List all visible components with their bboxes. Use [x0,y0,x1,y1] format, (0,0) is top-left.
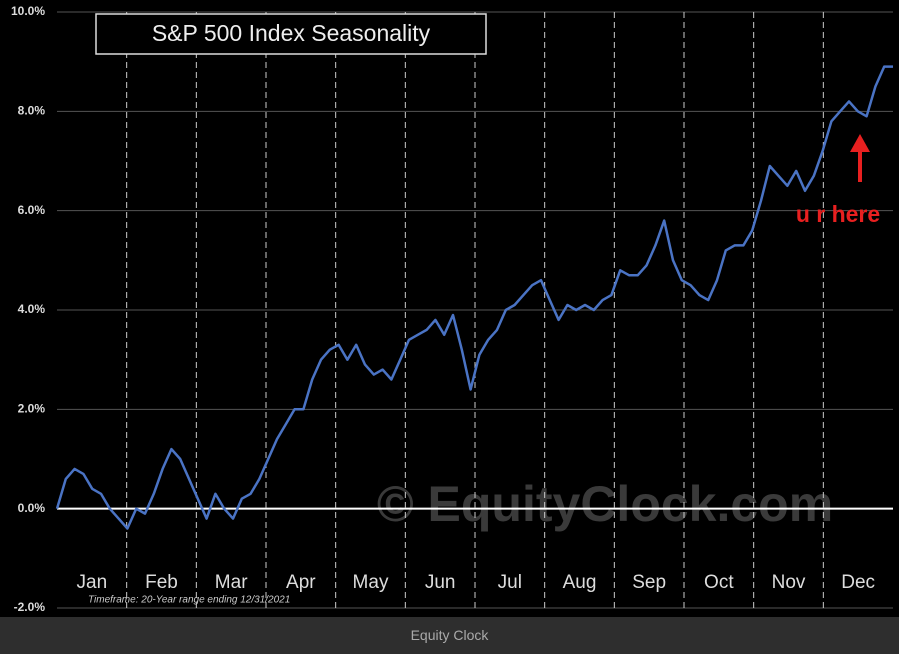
marker-label: u r here [796,201,880,227]
x-tick-label: Jan [77,572,108,593]
timeframe-note: Timeframe: 20-Year range ending 12/31/20… [88,595,290,606]
plot-area: -2.0% 0.0% 2.0% 4.0% 6.0% 8.0% 10.0% Jan Feb Mar A… [11,4,893,614]
y-tick-label: 0.0% [18,501,46,515]
chart-title: S&P 500 Index Seasonality [152,20,431,46]
y-tick-label: 2.0% [18,402,46,416]
title-box [95,13,487,55]
y-tick-label: 8.0% [18,104,46,118]
x-tick-label: Feb [145,572,178,593]
x-tick-label: Dec [841,572,875,593]
arrow-head [850,134,870,152]
y-tick-label: -2.0% [14,600,46,614]
x-tick-label: Nov [772,572,806,593]
watermark: © EquityClock.com [377,476,833,532]
caption: Equity Clock [0,617,899,654]
series-line [55,65,893,530]
x-tick-label: Oct [704,572,734,593]
y-tick-label: 4.0% [18,302,46,316]
x-tick-label: Apr [286,572,316,593]
x-tick-label: Jul [498,572,522,593]
y-tick-label: 6.0% [18,203,46,217]
x-tick-label: Aug [563,572,597,593]
x-tick-label: May [353,572,389,593]
x-tick-label: Sep [632,572,666,593]
y-tick-label: 10.0% [11,4,45,18]
x-tick-label: Mar [215,572,248,593]
x-tick-label: Jun [425,572,456,593]
chart: © EquityClock.com -2.0% 0.0% 2.0% 4.0% 6.0% 8… [0,0,899,617]
